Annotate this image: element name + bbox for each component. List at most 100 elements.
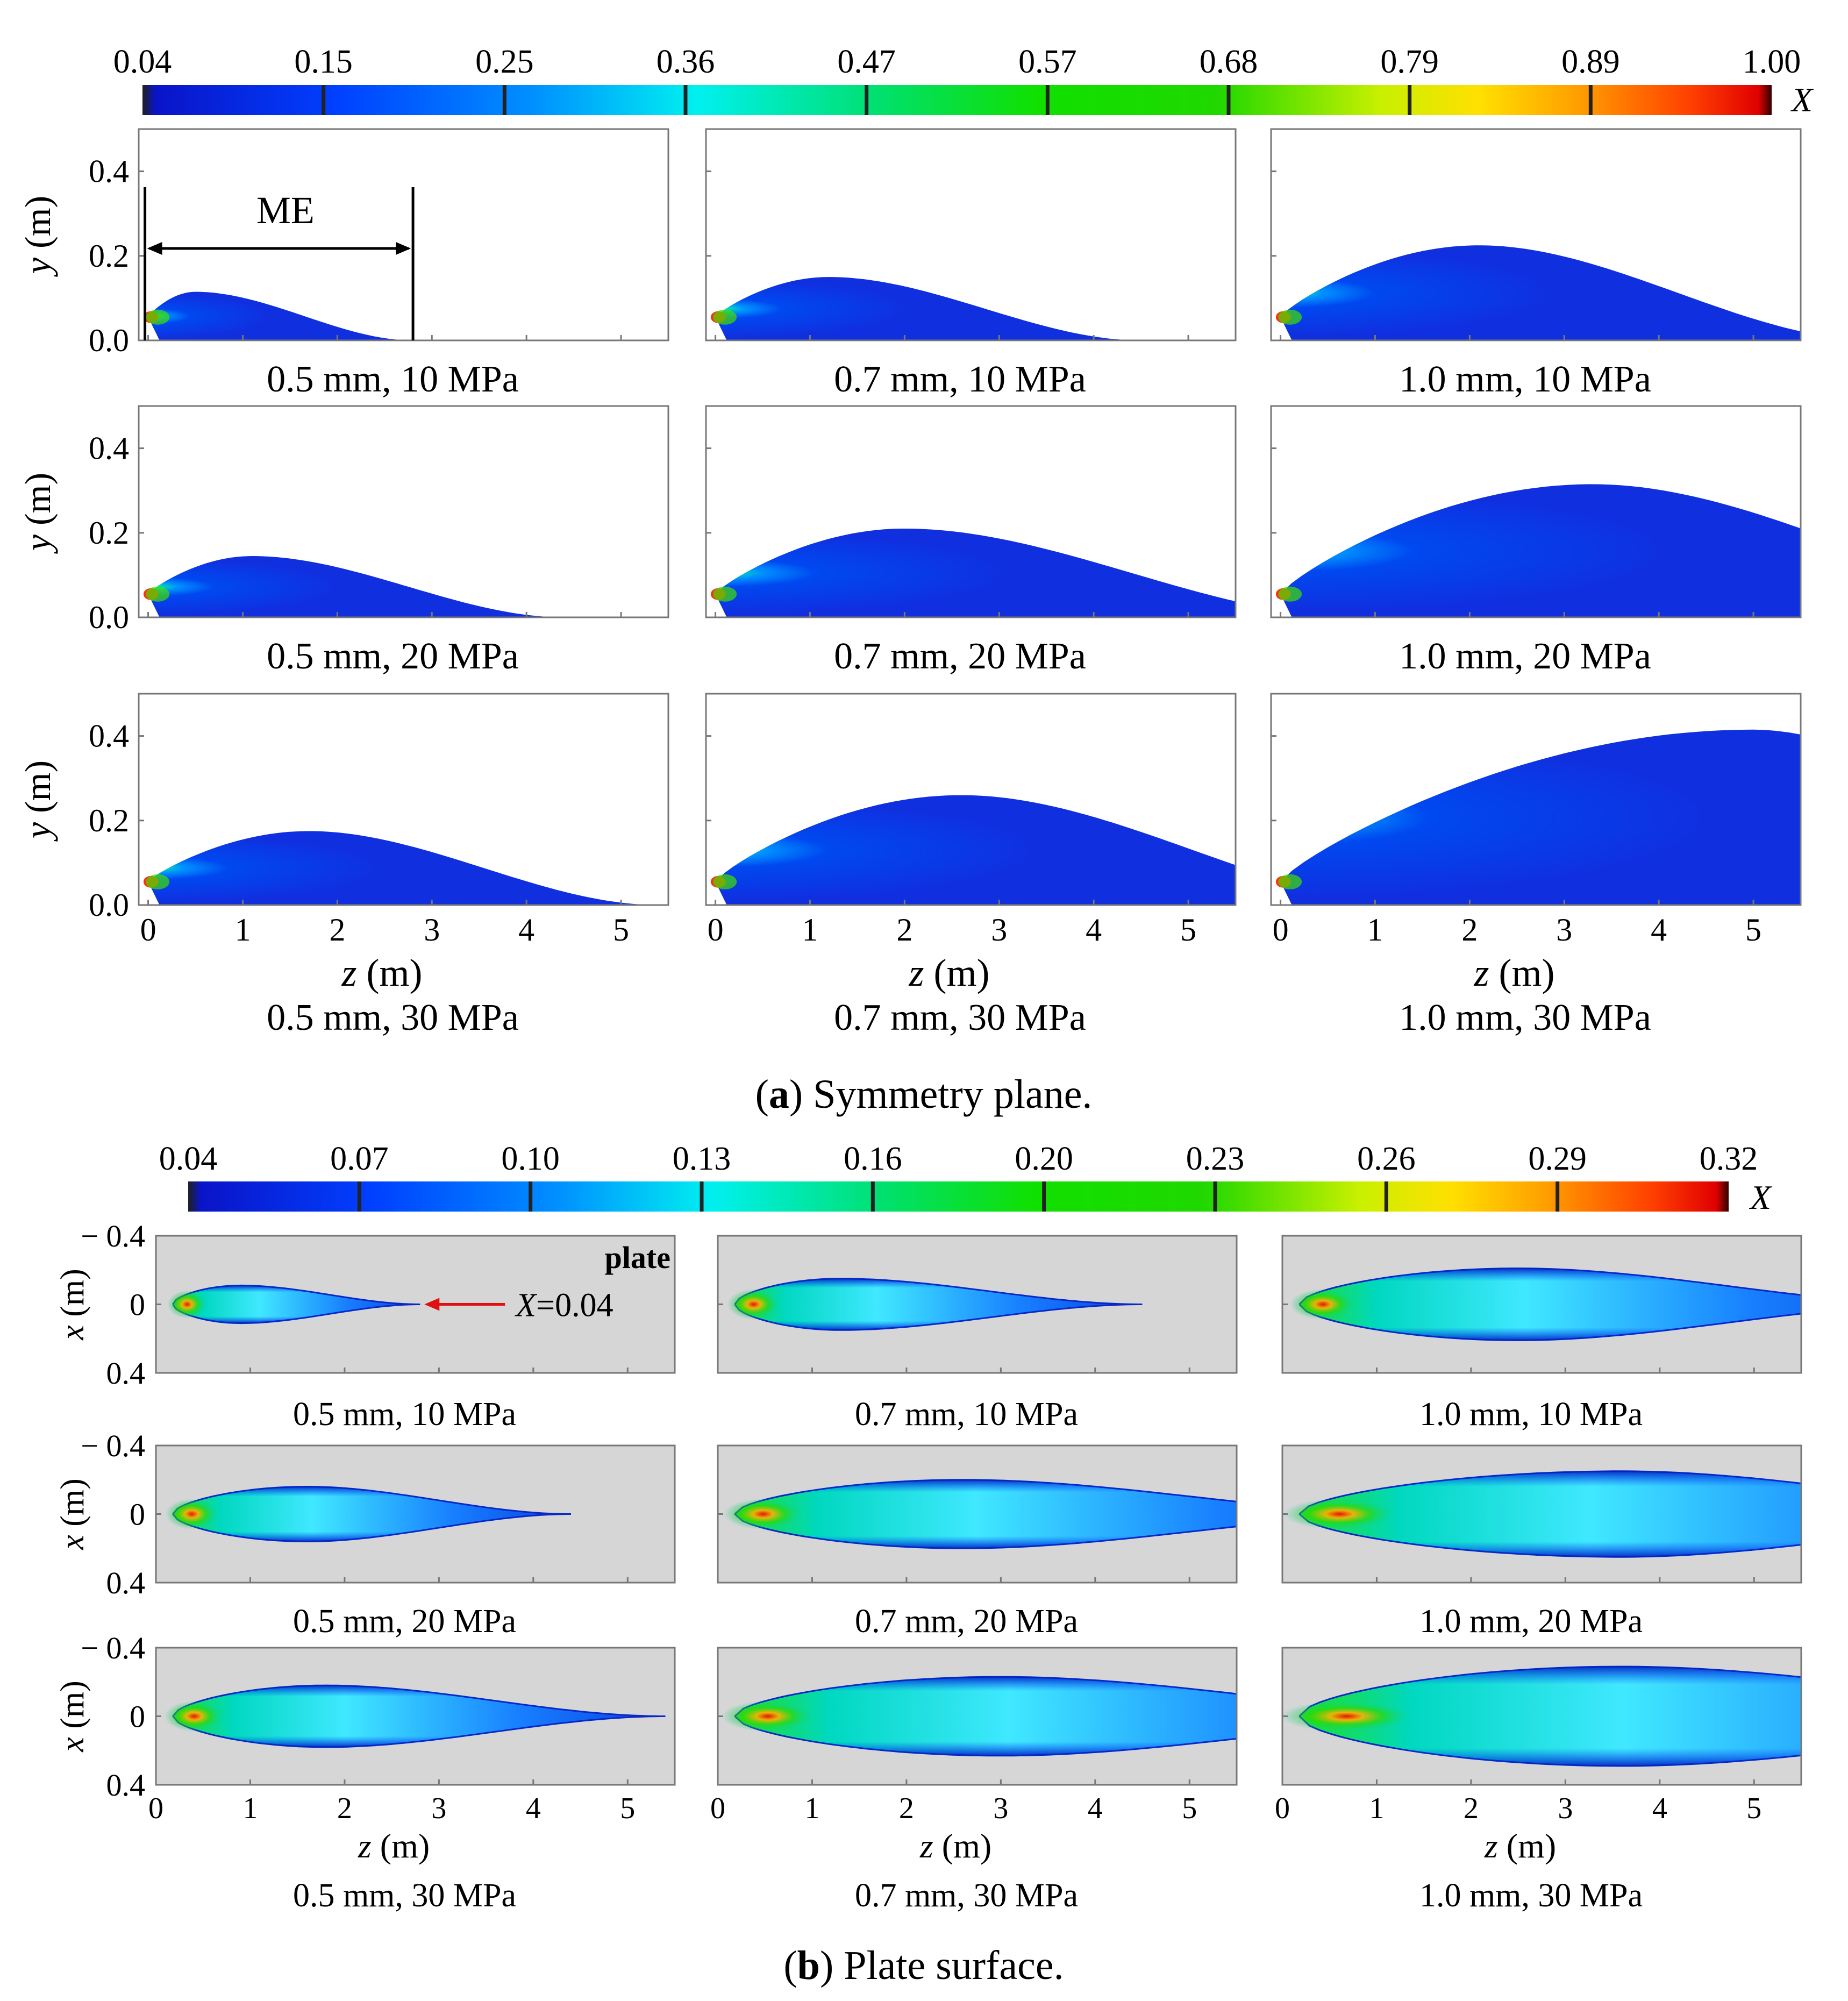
- colorbar-a-tick-label: 0.47: [837, 44, 896, 80]
- colorbar-a-tick-label: 0.04: [113, 44, 172, 80]
- plume-core: [165, 1498, 218, 1530]
- y-tick-label: 0.4: [106, 1565, 146, 1600]
- x-tick-label: 1: [802, 912, 818, 948]
- nozzle-core: [146, 586, 170, 602]
- panel-a: 1.0 mm, 10 MPa: [1270, 128, 1802, 400]
- panel-b: 0.7 mm, 20 MPa: [717, 1444, 1238, 1640]
- colorbar-a-tick-label: 0.89: [1561, 44, 1620, 80]
- colorbar-b: 0.04 0.07 0.10 0.13 0.16 0.20 0.23 0.26 0.29 0.32…: [159, 1141, 1773, 1216]
- plume-contour: [1280, 484, 1801, 617]
- x-axis-label: z (m): [1484, 1827, 1556, 1865]
- nozzle-core: [1278, 586, 1302, 602]
- panel-a: 0.0 0.2 0.4 y (m) 0.5 mm, 10 MPa ME: [17, 128, 669, 400]
- x-tick-label: 4: [1086, 912, 1102, 948]
- panel-b: 1.0 mm, 20 MPa: [1281, 1444, 1802, 1640]
- x-tick-label: 4: [1651, 912, 1667, 948]
- plume-core: [1283, 1498, 1396, 1530]
- panel-a: 0 1 2 3 4 5 z (m)1.0 mm, 30 MPa: [1270, 693, 1802, 1038]
- plot-frame: [705, 693, 1237, 906]
- plot-frame: [1270, 405, 1802, 618]
- x-tick-label: 5: [1182, 1792, 1197, 1825]
- nozzle-core: [146, 309, 170, 325]
- panel-label: 0.7 mm, 30 MPa: [855, 1877, 1078, 1914]
- colorbar-b-tick-label: 0.26: [1357, 1141, 1416, 1177]
- x-tick-label: 0: [148, 1792, 163, 1825]
- colorbar-a-tick-label: 0.79: [1380, 44, 1439, 80]
- x-tick-label: 5: [1746, 1792, 1761, 1825]
- x-tick-label: 4: [526, 1792, 541, 1825]
- x-tick-label: 3: [431, 1792, 446, 1825]
- panel-b: 0 1 2 3 4 5 z (m) 0.7 mm, 30 MPa: [710, 1647, 1238, 1914]
- colorbar-a-tick-label: 0.15: [294, 44, 353, 80]
- panel-label: 1.0 mm, 10 MPa: [1419, 1396, 1643, 1433]
- plume-contour: [715, 529, 1236, 617]
- x-axis-label: z (m): [341, 951, 423, 994]
- x-axis-label: z (m): [919, 1827, 991, 1865]
- plume-core: [1290, 1288, 1356, 1320]
- plume-edge-shade: [734, 1677, 1237, 1756]
- plume-edge-shade: [173, 1285, 420, 1323]
- colorbar-a: 0.04 0.15 0.25 0.36 0.47 0.57 0.68 0.79 0.89 1.00…: [113, 44, 1814, 119]
- x-tick-label: 5: [620, 1792, 635, 1825]
- x-tick-label: 4: [1088, 1792, 1103, 1825]
- nozzle-core: [713, 586, 737, 602]
- panel-a: 0 1 2 3 4 5 z (m)0.7 mm, 30 MPa: [705, 693, 1237, 1038]
- plume-contour: [715, 277, 1141, 340]
- y-tick-label: 0.4: [89, 154, 129, 189]
- threshold-label: X=0.04: [514, 1287, 613, 1324]
- y-axis-label: x (m): [54, 1478, 91, 1550]
- panel-a: 0.0 0.2 0.4 y (m) 0 1 2 3 4 5 z (m)0.5 mm, 30 MPa: [17, 693, 669, 1038]
- y-tick-label: 0.2: [89, 803, 129, 838]
- panel-a: 0.7 mm, 20 MPa: [705, 405, 1237, 677]
- x-tick-label: 1: [1369, 1792, 1384, 1825]
- plume-edge-shade: [1299, 1667, 1801, 1766]
- plume-contour: [1280, 245, 1801, 340]
- nozzle-core: [713, 874, 737, 889]
- nozzle-core: [1278, 309, 1302, 325]
- plume-edge-shade: [1299, 1471, 1801, 1557]
- me-label: ME: [256, 189, 315, 232]
- colorbar-b-variable: X: [1749, 1178, 1773, 1216]
- x-tick-label: 2: [1461, 912, 1478, 948]
- plume-contour: [715, 795, 1236, 905]
- colorbar-b-tick-label: 0.16: [844, 1141, 902, 1177]
- x-axis-label: z (m): [909, 951, 990, 994]
- x-tick-label: 3: [991, 912, 1007, 948]
- x-tick-label: 0: [1275, 1792, 1290, 1825]
- panel-label: 0.5 mm, 30 MPa: [293, 1877, 516, 1914]
- panel-label: 1.0 mm, 30 MPa: [1419, 1877, 1643, 1914]
- plume-contour: [148, 831, 659, 905]
- plate-label: plate: [605, 1240, 670, 1275]
- plume-edge-shade: [173, 1685, 666, 1747]
- panel-b: 1.0 mm, 10 MPa: [1281, 1235, 1802, 1433]
- panel-label: 0.5 mm, 20 MPa: [293, 1603, 516, 1640]
- x-tick-label: 5: [613, 912, 629, 948]
- plot-frame: [138, 693, 669, 906]
- panel-b: 0.7 mm, 10 MPa: [717, 1235, 1238, 1433]
- plume-core: [727, 1288, 780, 1320]
- panel-a: 1.0 mm, 20 MPa: [1270, 405, 1802, 677]
- x-tick-label: 3: [1558, 1792, 1573, 1825]
- panel-label: 0.7 mm, 10 MPa: [855, 1396, 1078, 1433]
- panel-label: 1.0 mm, 10 MPa: [1399, 359, 1651, 400]
- panel-b: 0.4 0 − 0.4 x (m) 0.5 mm, 20 MPa: [54, 1428, 676, 1640]
- nozzle-core: [713, 309, 737, 325]
- nozzle-core: [146, 874, 170, 889]
- y-axis-label: y (m): [17, 473, 58, 554]
- x-tick-label: 4: [518, 912, 534, 948]
- colorbar-b-tick-label: 0.07: [330, 1141, 389, 1177]
- panel-label: 0.5 mm, 30 MPa: [267, 997, 519, 1038]
- colorbar-b-tick-label: 0.13: [673, 1141, 731, 1177]
- symmetry-plane-section: 0.04 0.15 0.25 0.36 0.47 0.57 0.68 0.79 0.89 1.00…: [17, 44, 1814, 1117]
- y-axis-label: x (m): [54, 1269, 91, 1341]
- plot-frame: [705, 128, 1237, 341]
- x-tick-label: 1: [234, 912, 251, 948]
- y-axis-label: y (m): [17, 760, 58, 842]
- plot-frame: [138, 405, 669, 618]
- colorbar-a-tick-label: 0.36: [657, 44, 715, 80]
- y-tick-label: 0: [130, 1699, 145, 1734]
- y-tick-label: 0: [130, 1287, 145, 1322]
- colorbar-a-tick-label: 0.68: [1200, 44, 1258, 80]
- x-tick-label: 0: [1273, 912, 1289, 948]
- y-tick-label: − 0.4: [81, 1630, 145, 1665]
